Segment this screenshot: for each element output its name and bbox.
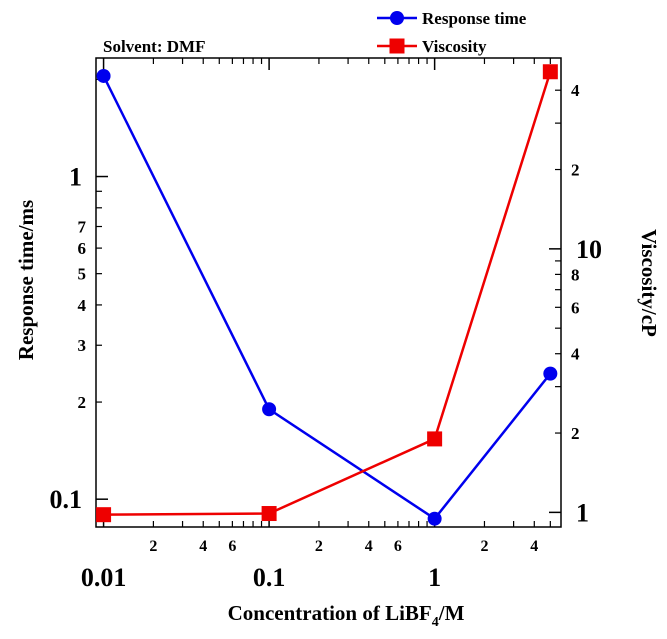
legend-marker-viscosity (389, 38, 405, 54)
y-axis-left-label: Response time/ms (14, 200, 38, 360)
y-right-minor-tick-label: 6 (571, 298, 580, 317)
y-left-major-tick-label: 0.1 (50, 485, 83, 514)
y-right-minor-tick-label: 2 (571, 161, 580, 180)
legend: Response time Viscosity (377, 9, 527, 56)
response-time-point (96, 68, 111, 83)
viscosity-point (427, 431, 443, 447)
y-axis-right-label: Viscosity/cP (637, 229, 661, 337)
viscosity-point (96, 507, 112, 523)
x-major-tick-label: 1 (428, 563, 441, 592)
response-time-point (262, 402, 277, 417)
solvent-annotation: Solvent: DMF (103, 37, 205, 56)
x-minor-tick-label: 4 (199, 538, 207, 555)
y-right-major-tick-label: 1 (576, 498, 589, 527)
legend-label-viscosity: Viscosity (422, 37, 487, 56)
x-minor-tick-label: 2 (480, 538, 488, 555)
x-minor-tick-label: 2 (149, 538, 157, 555)
y-right-major-tick-label: 10 (576, 235, 602, 264)
x-axis-label-unit: /M (438, 601, 465, 625)
y-right-minor-tick-label: 4 (571, 81, 580, 100)
x-minor-tick-label: 4 (365, 538, 373, 555)
plot-frame (95, 57, 562, 528)
legend-marker-response-time (390, 11, 404, 25)
viscosity-line (103, 71, 552, 516)
y-left-minor-tick-label: 5 (78, 265, 87, 284)
x-major-tick-label: 0.01 (81, 563, 127, 592)
response-time-point (543, 366, 558, 381)
x-minor-tick-label: 4 (530, 538, 538, 555)
x-minor-tick-label: 6 (394, 538, 402, 555)
x-axis-label-subscript: 4 (432, 615, 439, 630)
x-minor-tick-label: 6 (228, 538, 236, 555)
y-right-minor-tick-label: 2 (571, 424, 580, 443)
y-left-minor-tick-label: 4 (78, 296, 87, 315)
y-right-minor-tick-label: 4 (571, 345, 580, 364)
x-axis-label: Concentration of LiBF4/M (228, 601, 465, 630)
response-time-point (427, 511, 442, 526)
y-left-minor-tick-label: 2 (78, 393, 87, 412)
y-left-minor-tick-label: 3 (78, 336, 87, 355)
x-axis-label-main: Concentration of LiBF (228, 601, 432, 625)
x-minor-tick-label: 2 (315, 538, 323, 555)
y-left-minor-tick-label: 7 (78, 218, 87, 237)
viscosity-point (542, 64, 558, 80)
viscosity-point (261, 506, 277, 522)
response-time-line (102, 75, 552, 521)
legend-label-response-time: Response time (422, 9, 527, 28)
x-major-tick-label: 0.1 (253, 563, 286, 592)
y-right-minor-tick-label: 8 (571, 265, 580, 284)
y-left-major-tick-label: 1 (69, 163, 82, 192)
y-left-minor-tick-label: 6 (78, 239, 87, 258)
